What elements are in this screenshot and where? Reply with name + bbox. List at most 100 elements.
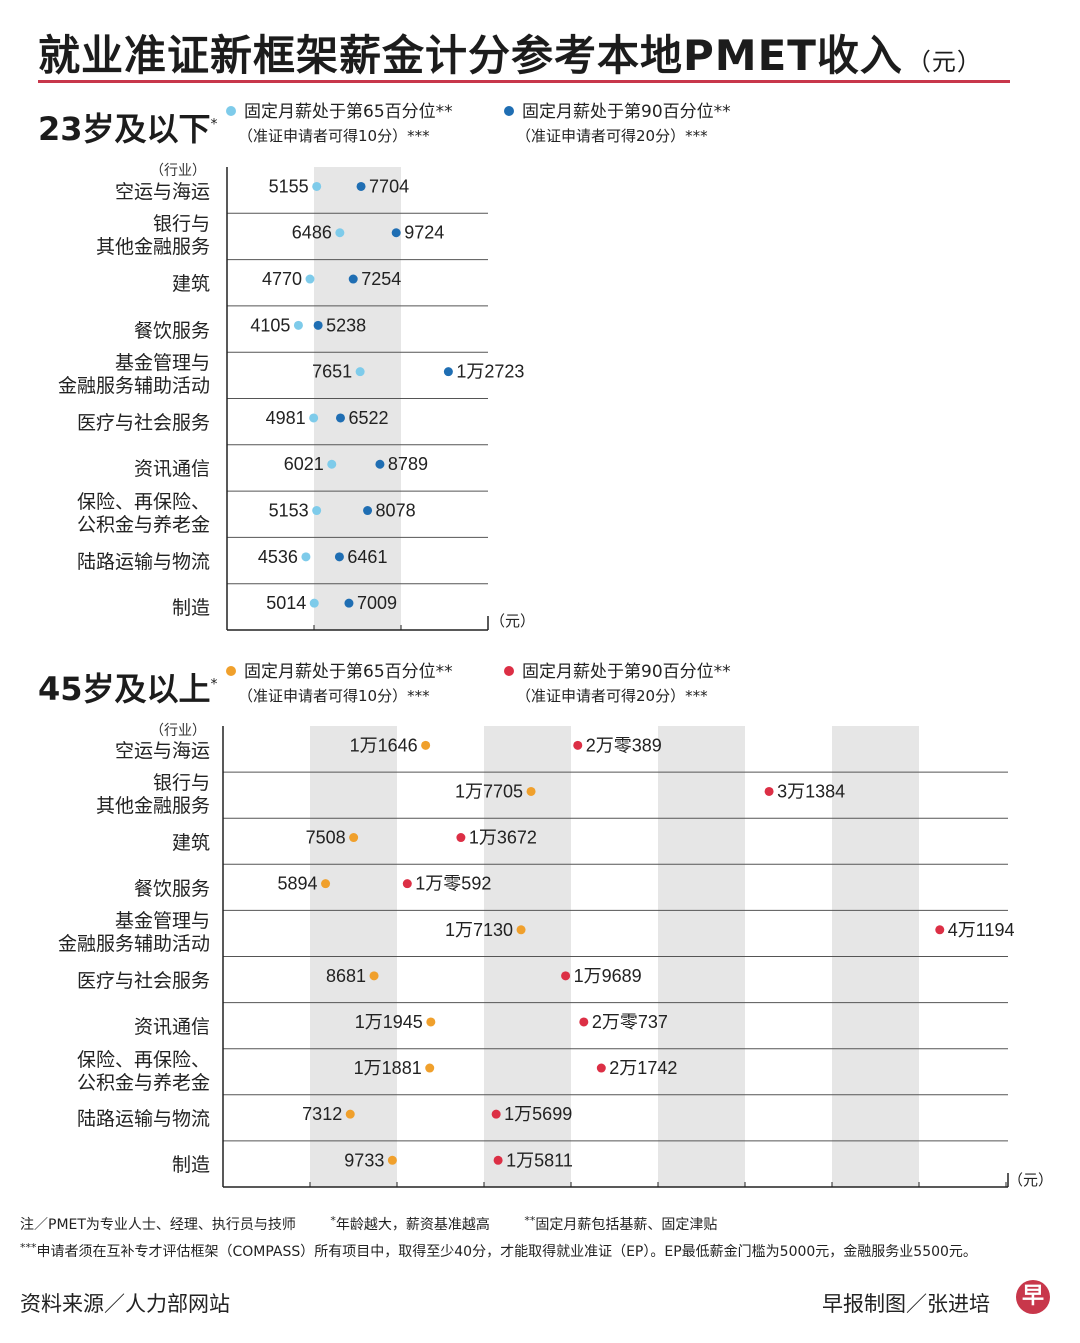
category-label: 医疗与社会服务 [76,412,210,435]
p90-value-label: 6461 [347,547,387,567]
category-label: 医疗与社会服务 [76,970,210,993]
p65-value-label: 7651 [312,362,352,382]
category-label: 资讯通信 [133,458,210,481]
p65-value-label: 4536 [258,547,298,567]
p90-value-label: 1万零592 [415,874,491,894]
legend-young-p65-label: 固定月薪处于第65百分位** [244,102,453,122]
chart-old: 1万1646 2万零389 1万7705 3万1384 7508 1万3672 5894 1万… [222,726,1015,1188]
category-label: 制造 [171,597,210,620]
p65-point [516,925,526,935]
title-text: 就业准证新框架薪金计分参考本地PMET收入 [38,31,903,80]
section-title-young: 23岁及以下* [38,104,218,150]
p65-point [355,367,365,377]
category-label: 建筑 [171,831,210,854]
category-label: 保险、再保险、 公积金与养老金 [76,1048,210,1094]
p65-point [345,1109,355,1119]
p90-value-label: 8789 [388,454,428,474]
category-label: 保险、再保险、 公积金与养老金 [76,491,210,537]
p90-point [456,833,466,843]
p65-point [369,971,379,981]
p90-point [443,367,453,377]
p90-value-label: 3万1384 [777,781,845,801]
p90-value-label: 1万3672 [469,828,537,848]
axis-unit-young: （元） [490,612,536,630]
note-compass: 申请者须在互补专才评估框架（COMPASS）所有项目中，取得至少40分，才能取得… [36,1244,977,1260]
legend-young-p90-sub: （准证申请者可得20分）*** [516,127,708,145]
p90-value-label: 6522 [348,408,388,428]
p90-value-label: 2万1742 [609,1058,677,1078]
category-label: 陆路运输与物流 [76,551,210,574]
axis-unit-old: （元） [1008,1171,1054,1189]
category-label: 基金管理与 金融服务辅助活动 [57,910,210,956]
p65-point [426,1017,436,1027]
p90-point [348,274,358,284]
legend-young-p65-sub: （准证申请者可得10分）*** [238,127,430,145]
p90-point [573,740,583,750]
legend-young-p65: 固定月薪处于第65百分位** （准证申请者可得10分）*** [226,100,453,148]
p90-value-label: 1万5699 [504,1104,572,1124]
p65-value-label: 6021 [284,454,324,474]
p65-point [293,320,303,330]
legend-old-p90-label: 固定月薪处于第90百分位** [522,662,731,682]
industry-header-young: （行业） [150,163,206,179]
p65-value-label: 5153 [269,501,309,521]
note-age: 年龄越大，薪资基准越高 [335,1217,490,1233]
p65-point [425,1063,435,1073]
p90-point [596,1063,606,1073]
industry-header-old: （行业） [150,723,206,739]
p90-value-label: 7009 [357,593,397,613]
p65-value-label: 1万7130 [445,920,513,940]
note-pmet: 注／PMET为专业人士、经理、执行员与技师 [20,1217,296,1233]
p90-value-label: 1万2723 [456,362,524,382]
p90-point [335,413,345,423]
p90-point [561,971,571,981]
title-unit: （元） [906,48,982,76]
p90-point [579,1017,589,1027]
p65-point [312,181,322,191]
p65-value-label: 8681 [326,966,366,986]
p90-point [313,320,323,330]
p90-point [491,1109,501,1119]
section-title-old-text: 45岁及以上 [38,670,211,708]
p65-value-label: 6486 [292,223,332,243]
p90-point [334,552,344,562]
section-title-old-mark: * [210,676,218,693]
page-title: 就业准证新框架薪金计分参考本地PMET收入 （元） [38,22,982,83]
category-label: 餐饮服务 [133,319,210,342]
p90-point [363,506,373,516]
p65-point [349,833,359,843]
category-label: 银行与 其他金融服务 [95,213,210,259]
p90-value-label: 5238 [326,315,366,335]
notes-line1: 注／PMET为专业人士、经理、执行员与技师 *年龄越大，薪资基准越高 **固定月… [20,1214,717,1234]
p90-value-label: 7254 [361,269,401,289]
legend-young-p90: 固定月薪处于第90百分位** （准证申请者可得20分）*** [504,100,731,148]
category-label: 银行与 其他金融服务 [95,772,210,818]
p90-point [764,786,774,796]
p65-point [305,274,315,284]
legend-dot-icon [226,666,236,676]
p90-value-label: 4万1194 [948,920,1015,940]
p90-point [391,228,401,238]
p65-value-label: 7312 [302,1104,342,1124]
p65-value-label: 5894 [278,874,318,894]
p90-point [493,1155,503,1165]
p90-value-label: 7704 [369,176,409,196]
section-title-young-text: 23岁及以下 [38,110,211,148]
p65-value-label: 1万1881 [354,1058,422,1078]
p65-value-label: 7508 [306,828,346,848]
category-label: 空运与海运 [114,739,210,762]
note-salary: 固定月薪包括基薪、固定津贴 [535,1217,718,1233]
p65-point [312,506,322,516]
p90-point [935,925,945,935]
p65-value-label: 1万7705 [455,781,523,801]
footer-source: 资料来源／人力部网站 [20,1292,230,1316]
section-title-young-mark: * [210,116,218,133]
p90-value-label: 2万零389 [586,735,662,755]
note-mark-1: * [330,1214,336,1227]
p65-point [309,413,319,423]
p65-value-label: 4981 [266,408,306,428]
p65-point [309,598,319,608]
note-mark-3: *** [20,1241,37,1254]
p65-value-label: 4105 [250,315,290,335]
p65-point [327,459,337,469]
